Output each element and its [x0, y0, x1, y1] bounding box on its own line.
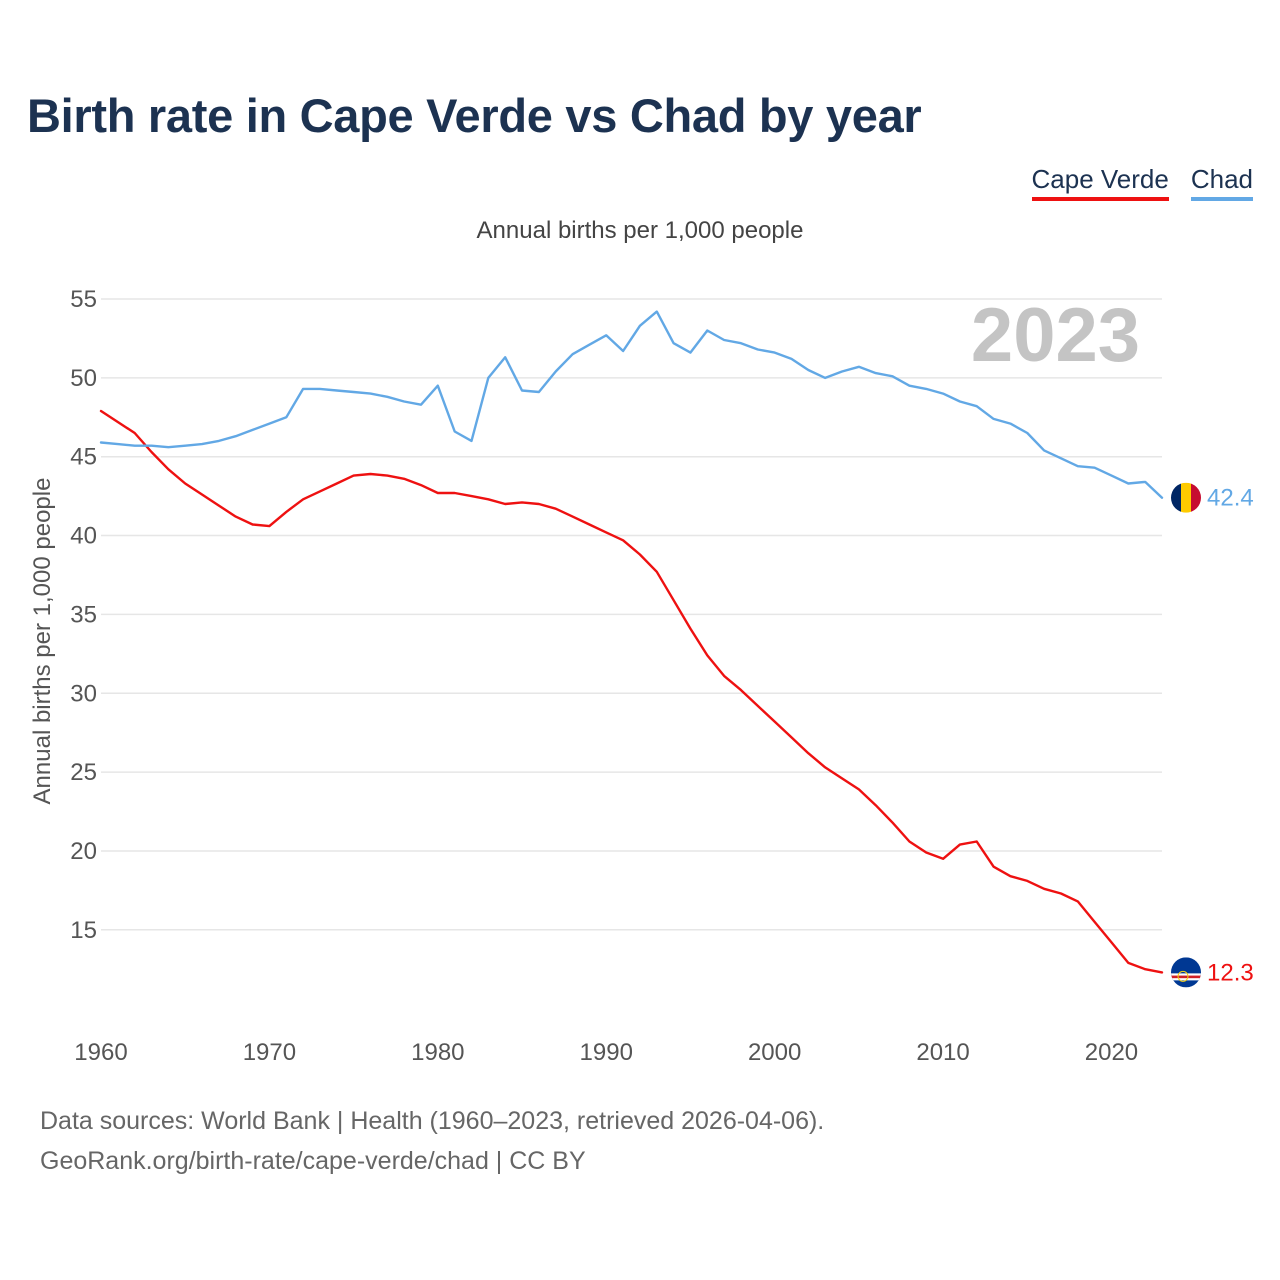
year-watermark: 2023 — [971, 293, 1140, 378]
grid — [101, 298, 1162, 931]
cape-verde-flag-icon — [1171, 957, 1201, 988]
y-tick-label: 25 — [70, 759, 97, 786]
x-tick-label: 2010 — [916, 1039, 969, 1066]
end-markers: 12.3 42.4 — [1171, 482, 1254, 988]
y-tick-label: 50 — [70, 365, 97, 392]
x-tick-label: 1970 — [243, 1039, 296, 1066]
footer-link[interactable]: GeoRank.org/birth-rate/cape-verde/chad |… — [40, 1147, 586, 1175]
y-tick-label: 30 — [70, 680, 97, 707]
y-axis-label: Annual births per 1,000 people — [29, 478, 56, 805]
end-value-label: 12.3 — [1207, 959, 1254, 986]
footer-sources: Data sources: World Bank | Health (1960–… — [40, 1107, 825, 1135]
x-tick-label: 1990 — [580, 1039, 633, 1066]
chad-flag-icon — [1171, 482, 1201, 513]
x-axis-ticks: 1960 1970 1980 1990 2000 2010 2020 — [74, 1039, 1138, 1066]
y-tick-label: 40 — [70, 523, 97, 550]
chart-title: Birth rate in Cape Verde vs Chad by year — [27, 89, 922, 142]
x-tick-label: 1960 — [74, 1039, 127, 1066]
legend: Cape Verde Chad — [1031, 164, 1253, 201]
end-value-label: 42.4 — [1207, 485, 1254, 512]
x-tick-label: 2020 — [1085, 1039, 1138, 1066]
y-axis-ticks: 15 20 25 30 35 40 45 50 55 — [70, 286, 97, 944]
chart-subtitle: Annual births per 1,000 people — [476, 217, 804, 244]
x-tick-label: 2000 — [748, 1039, 801, 1066]
legend-item-cape-verde[interactable]: Cape Verde — [1031, 164, 1169, 201]
y-tick-label: 55 — [70, 286, 97, 313]
y-tick-label: 45 — [70, 444, 97, 471]
line-chart: 15 20 25 30 35 40 45 50 55 1960 1970 1980 1990 2000 2… — [29, 286, 1254, 1066]
series-line-cape-verde — [99, 409, 1164, 974]
series-line-chad — [99, 310, 1164, 499]
y-tick-label: 15 — [70, 917, 97, 944]
legend-item-chad[interactable]: Chad — [1190, 164, 1253, 201]
series — [99, 310, 1164, 974]
y-tick-label: 20 — [70, 838, 97, 865]
y-tick-label: 35 — [70, 601, 97, 628]
x-tick-label: 1980 — [411, 1039, 464, 1066]
